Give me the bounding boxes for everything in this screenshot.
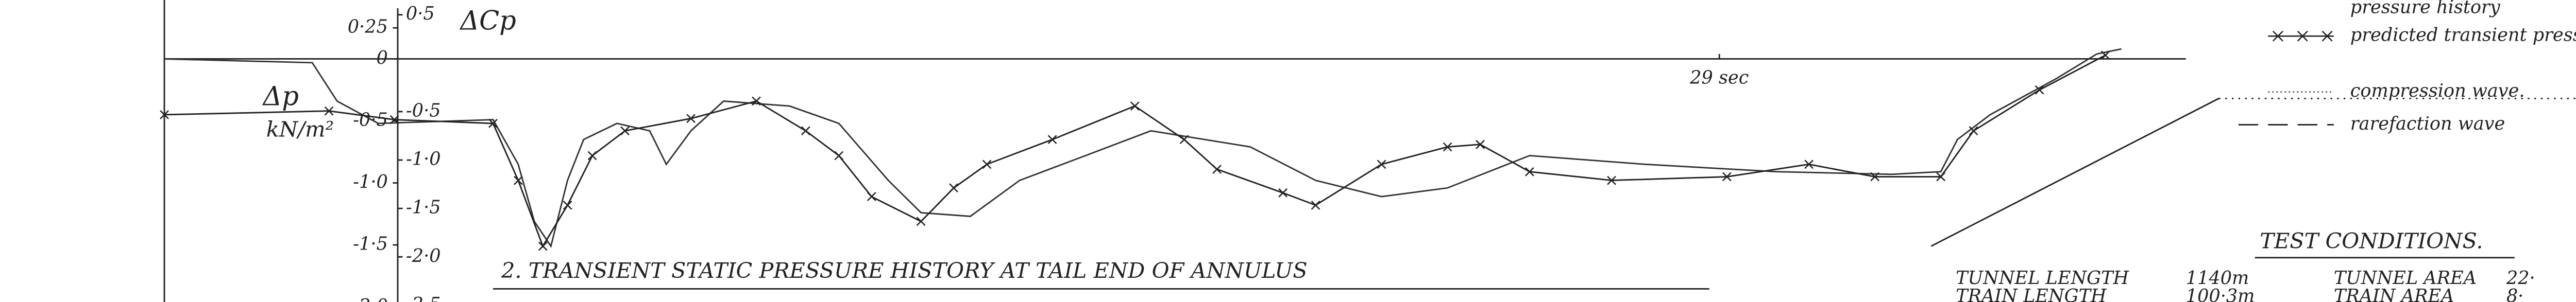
cross-marker [686, 114, 696, 123]
cross-marker [620, 126, 630, 136]
test-cell: 100·3m [2186, 286, 2255, 302]
cross-marker [1278, 188, 1287, 198]
cross-marker [488, 118, 498, 128]
y2-tick-label: -2·0 [406, 245, 441, 267]
chart-title: 2. TRANSIENT STATIC PRESSURE HISTORY AT … [501, 258, 1308, 283]
cross-marker [1311, 201, 1320, 210]
test-title: TEST CONDITIONS. [2260, 229, 2483, 254]
cross-marker [752, 96, 761, 106]
cross-marker [982, 159, 992, 169]
cross-marker [514, 175, 523, 185]
cross-marker [324, 106, 334, 116]
cross-marker [1476, 139, 1485, 149]
cross-marker [2035, 85, 2044, 95]
test-cell: TUNNEL LENGTH [1956, 268, 2129, 289]
cross-marker [587, 151, 597, 161]
y-unit: kN/m² [266, 117, 334, 142]
cross-marker [949, 183, 958, 193]
cross-marker [1722, 172, 1732, 182]
y-tick-label: -1·5 [353, 234, 388, 255]
cross-marker [389, 115, 399, 125]
test-cell: 8· [2506, 286, 2523, 302]
cross-marker [563, 201, 572, 210]
legend-label: pressure history [2350, 0, 2501, 17]
cross-marker [1179, 135, 1189, 145]
legend-label: predicted transient pressure history. [2350, 25, 2576, 46]
y2-tick-label: -1·0 [406, 149, 441, 170]
y2-tick-label: -1·5 [406, 197, 441, 218]
y-tick-label: 0·25 [348, 16, 388, 38]
y2-tick-label: -0·5 [406, 100, 441, 121]
cross-marker [916, 217, 926, 226]
cross-marker [1969, 126, 1978, 136]
cross-marker [1607, 175, 1616, 185]
series-line [164, 54, 2106, 248]
x-tick-label: 29 sec [1689, 67, 1749, 88]
cross-marker [1047, 135, 1057, 145]
y2-label: ΔCp [459, 6, 516, 37]
test-cell: TRAIN LENGTH [1956, 286, 2107, 302]
legend-note: compression wave. [2350, 80, 2525, 101]
cross-marker [834, 151, 844, 161]
cross-marker [1804, 159, 1814, 169]
cross-marker [538, 241, 548, 251]
cross-marker [1870, 172, 1879, 182]
y-label: Δp [262, 81, 299, 112]
test-cell: TRAIN AREA [2334, 286, 2454, 302]
y-tick-label: -2·0 [353, 295, 388, 302]
cross-marker [1377, 159, 1386, 169]
cross-marker [1443, 142, 1452, 152]
legend-note: rarefaction wave [2350, 113, 2505, 134]
test-cell: 22· [2506, 268, 2535, 289]
y-tick-label: -1·0 [353, 171, 388, 192]
y-tick-label: 0 [377, 47, 388, 68]
cross-marker [1524, 167, 1534, 176]
y2-tick-label: 0·5 [406, 3, 435, 24]
test-cell: 1140m [2186, 268, 2249, 289]
cross-marker [160, 110, 169, 119]
cross-marker [867, 192, 876, 201]
cross-marker [1212, 165, 1222, 174]
y2-tick-label: -2·5 [406, 294, 441, 302]
cross-marker [801, 126, 810, 136]
legend-swatch [2268, 30, 2334, 42]
cross-marker [1936, 172, 1946, 182]
series-line [164, 48, 2122, 248]
frame-line [1930, 98, 2219, 247]
cross-marker [2100, 50, 2110, 60]
cross-marker [1130, 101, 1140, 111]
test-cell: TUNNEL AREA [2334, 268, 2477, 289]
